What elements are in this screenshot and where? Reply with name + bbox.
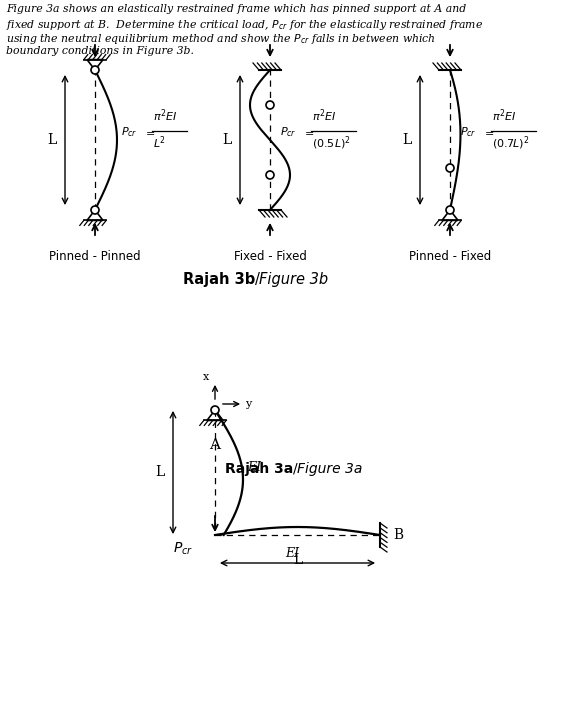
Text: $(0.5L)^2$: $(0.5L)^2$ xyxy=(312,134,351,152)
Text: $P_{cr}$: $P_{cr}$ xyxy=(460,125,477,139)
Text: Pinned - Fixed: Pinned - Fixed xyxy=(409,250,491,263)
Text: B: B xyxy=(393,528,403,542)
Text: $P_{cr}$: $P_{cr}$ xyxy=(280,125,297,139)
Text: L: L xyxy=(293,553,302,567)
Circle shape xyxy=(91,66,99,74)
Text: x: x xyxy=(203,372,209,382)
Text: $\pi^2 EI$: $\pi^2 EI$ xyxy=(312,107,336,124)
Text: $\pi^2 EI$: $\pi^2 EI$ xyxy=(492,107,517,124)
Text: boundary conditions in Figure 3b.: boundary conditions in Figure 3b. xyxy=(6,46,194,56)
Text: using the neutral equilibrium method and show the $P_{cr}$ falls in between whic: using the neutral equilibrium method and… xyxy=(6,32,436,46)
Text: L: L xyxy=(48,133,57,147)
Text: Pinned - Pinned: Pinned - Pinned xyxy=(49,250,141,263)
Text: L: L xyxy=(402,133,412,147)
Text: EI: EI xyxy=(285,547,300,560)
Text: $P_{cr}$: $P_{cr}$ xyxy=(173,541,193,557)
Text: Figure 3b: Figure 3b xyxy=(259,272,328,287)
Text: /: / xyxy=(292,462,297,476)
Text: $(0.7L)^2$: $(0.7L)^2$ xyxy=(492,134,529,152)
Text: y: y xyxy=(245,399,251,409)
Text: Rajah 3a: Rajah 3a xyxy=(225,462,293,476)
Text: Fixed - Fixed: Fixed - Fixed xyxy=(233,250,307,263)
Text: Figure 3a shows an elastically restrained frame which has pinned support at A an: Figure 3a shows an elastically restraine… xyxy=(6,4,466,14)
Text: $=$: $=$ xyxy=(143,127,155,137)
Text: Rajah 3b: Rajah 3b xyxy=(183,272,255,287)
Text: $P_{cr}$: $P_{cr}$ xyxy=(121,125,137,139)
Text: EI: EI xyxy=(247,461,261,474)
Text: $=$: $=$ xyxy=(302,127,314,137)
Text: $\pi^2 EI$: $\pi^2 EI$ xyxy=(153,107,177,124)
Text: $L^2$: $L^2$ xyxy=(153,134,166,150)
Circle shape xyxy=(266,171,274,179)
Circle shape xyxy=(211,406,219,414)
Text: A: A xyxy=(209,438,221,452)
Text: /: / xyxy=(254,272,259,287)
Circle shape xyxy=(446,164,454,172)
Circle shape xyxy=(446,206,454,214)
Circle shape xyxy=(91,206,99,214)
Text: L: L xyxy=(156,466,165,480)
Circle shape xyxy=(266,101,274,109)
Text: $=$: $=$ xyxy=(482,127,494,137)
Text: fixed support at B.  Determine the critical load, $P_{cr}$ for the elastically r: fixed support at B. Determine the critic… xyxy=(6,18,483,32)
Text: Figure 3a: Figure 3a xyxy=(297,462,362,476)
Text: L: L xyxy=(223,133,232,147)
